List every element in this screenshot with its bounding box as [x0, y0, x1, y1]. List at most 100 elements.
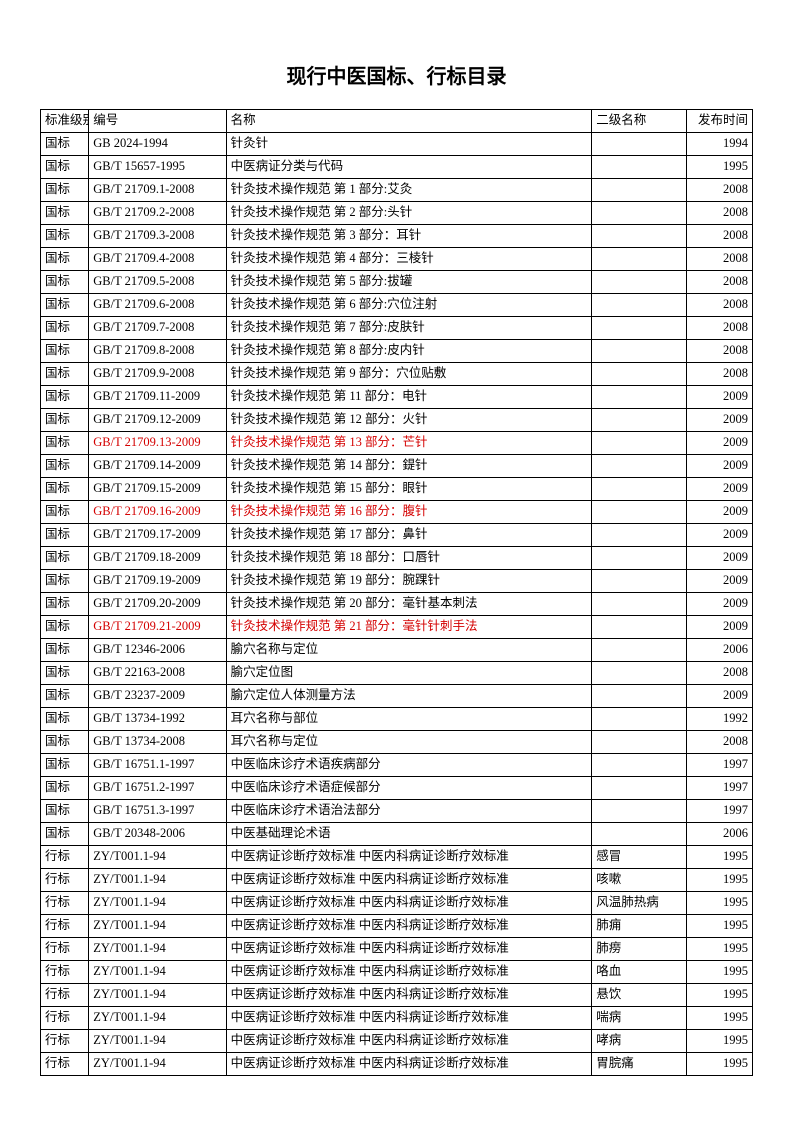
cell-level: 行标: [41, 984, 89, 1007]
cell-code: GB/T 21709.4-2008: [89, 248, 226, 271]
cell-year: 2008: [686, 340, 752, 363]
cell-sub: [592, 639, 687, 662]
cell-name: 耳穴名称与定位: [226, 731, 592, 754]
cell-level: 国标: [41, 570, 89, 593]
cell-sub: 肺痈: [592, 915, 687, 938]
cell-name: 中医病证诊断疗效标准 中医内科病证诊断疗效标准: [226, 846, 592, 869]
cell-code: ZY/T001.1-94: [89, 1053, 226, 1076]
cell-name: 针灸技术操作规范 第 6 部分:穴位注射: [226, 294, 592, 317]
cell-name: 针灸针: [226, 133, 592, 156]
cell-level: 国标: [41, 524, 89, 547]
header-name: 名称: [226, 110, 592, 133]
cell-sub: [592, 685, 687, 708]
cell-level: 国标: [41, 363, 89, 386]
table-row: 行标ZY/T001.1-94中医病证诊断疗效标准 中医内科病证诊断疗效标准风温肺…: [41, 892, 753, 915]
header-year: 发布时间: [686, 110, 752, 133]
cell-name: 中医基础理论术语: [226, 823, 592, 846]
cell-level: 国标: [41, 800, 89, 823]
cell-name: 耳穴名称与部位: [226, 708, 592, 731]
cell-code: ZY/T001.1-94: [89, 961, 226, 984]
table-row: 国标GB/T 21709.4-2008针灸技术操作规范 第 4 部分：三棱针20…: [41, 248, 753, 271]
cell-year: 1995: [686, 984, 752, 1007]
cell-sub: [592, 294, 687, 317]
table-row: 国标GB/T 21709.16-2009针灸技术操作规范 第 16 部分：腹针2…: [41, 501, 753, 524]
cell-name: 中医临床诊疗术语疾病部分: [226, 754, 592, 777]
cell-level: 国标: [41, 225, 89, 248]
table-row: 国标GB/T 21709.21-2009针灸技术操作规范 第 21 部分：毫针针…: [41, 616, 753, 639]
table-row: 国标GB/T 21709.18-2009针灸技术操作规范 第 18 部分：口唇针…: [41, 547, 753, 570]
cell-year: 2008: [686, 202, 752, 225]
cell-year: 1995: [686, 892, 752, 915]
cell-sub: [592, 271, 687, 294]
cell-name: 中医病证诊断疗效标准 中医内科病证诊断疗效标准: [226, 961, 592, 984]
cell-name: 针灸技术操作规范 第 1 部分:艾灸: [226, 179, 592, 202]
cell-sub: 胃脘痛: [592, 1053, 687, 1076]
cell-code: GB/T 21709.3-2008: [89, 225, 226, 248]
cell-name: 中医病证诊断疗效标准 中医内科病证诊断疗效标准: [226, 984, 592, 1007]
cell-name: 中医临床诊疗术语症候部分: [226, 777, 592, 800]
table-row: 国标GB/T 21709.3-2008针灸技术操作规范 第 3 部分：耳针200…: [41, 225, 753, 248]
cell-name: 腧穴定位人体测量方法: [226, 685, 592, 708]
cell-sub: [592, 409, 687, 432]
cell-name: 针灸技术操作规范 第 5 部分:拔罐: [226, 271, 592, 294]
cell-level: 行标: [41, 915, 89, 938]
cell-sub: 感冒: [592, 846, 687, 869]
table-row: 国标GB/T 21709.12-2009针灸技术操作规范 第 12 部分：火针2…: [41, 409, 753, 432]
cell-sub: [592, 524, 687, 547]
cell-year: 1995: [686, 1007, 752, 1030]
cell-code: GB/T 21709.7-2008: [89, 317, 226, 340]
cell-sub: [592, 478, 687, 501]
cell-year: 2009: [686, 455, 752, 478]
cell-name: 针灸技术操作规范 第 16 部分：腹针: [226, 501, 592, 524]
cell-year: 2009: [686, 432, 752, 455]
cell-year: 1995: [686, 915, 752, 938]
table-row: 国标GB/T 16751.3-1997中医临床诊疗术语治法部分1997: [41, 800, 753, 823]
cell-level: 国标: [41, 708, 89, 731]
table-row: 国标GB/T 21709.6-2008针灸技术操作规范 第 6 部分:穴位注射2…: [41, 294, 753, 317]
cell-level: 国标: [41, 478, 89, 501]
cell-level: 行标: [41, 892, 89, 915]
cell-year: 1995: [686, 938, 752, 961]
cell-name: 针灸技术操作规范 第 2 部分:头针: [226, 202, 592, 225]
table-row: 国标GB/T 21709.15-2009针灸技术操作规范 第 15 部分：眼针2…: [41, 478, 753, 501]
header-sub: 二级名称: [592, 110, 687, 133]
cell-level: 行标: [41, 938, 89, 961]
table-row: 国标GB/T 21709.5-2008针灸技术操作规范 第 5 部分:拔罐200…: [41, 271, 753, 294]
cell-sub: 肺痨: [592, 938, 687, 961]
cell-year: 1997: [686, 777, 752, 800]
cell-code: ZY/T001.1-94: [89, 869, 226, 892]
cell-name: 针灸技术操作规范 第 17 部分：鼻针: [226, 524, 592, 547]
cell-sub: 风温肺热病: [592, 892, 687, 915]
cell-level: 国标: [41, 156, 89, 179]
cell-sub: [592, 662, 687, 685]
cell-sub: [592, 593, 687, 616]
cell-sub: [592, 225, 687, 248]
cell-year: 1994: [686, 133, 752, 156]
cell-code: GB/T 21709.5-2008: [89, 271, 226, 294]
cell-name: 针灸技术操作规范 第 19 部分：腕踝针: [226, 570, 592, 593]
cell-year: 1992: [686, 708, 752, 731]
cell-code: GB/T 21709.11-2009: [89, 386, 226, 409]
cell-sub: [592, 800, 687, 823]
cell-name: 腧穴定位图: [226, 662, 592, 685]
cell-sub: [592, 340, 687, 363]
cell-sub: [592, 501, 687, 524]
cell-year: 1995: [686, 846, 752, 869]
cell-level: 国标: [41, 340, 89, 363]
cell-code: GB/T 22163-2008: [89, 662, 226, 685]
cell-code: ZY/T001.1-94: [89, 938, 226, 961]
cell-year: 2009: [686, 386, 752, 409]
cell-code: GB/T 21709.1-2008: [89, 179, 226, 202]
cell-code: GB/T 21709.13-2009: [89, 432, 226, 455]
cell-sub: [592, 455, 687, 478]
cell-year: 1995: [686, 1053, 752, 1076]
table-row: 国标GB/T 22163-2008腧穴定位图2008: [41, 662, 753, 685]
cell-year: 1995: [686, 869, 752, 892]
table-row: 行标ZY/T001.1-94中医病证诊断疗效标准 中医内科病证诊断疗效标准悬饮1…: [41, 984, 753, 1007]
cell-code: GB/T 15657-1995: [89, 156, 226, 179]
cell-sub: [592, 570, 687, 593]
cell-level: 国标: [41, 271, 89, 294]
table-row: 国标GB/T 21709.2-2008针灸技术操作规范 第 2 部分:头针200…: [41, 202, 753, 225]
cell-level: 国标: [41, 823, 89, 846]
cell-level: 国标: [41, 432, 89, 455]
